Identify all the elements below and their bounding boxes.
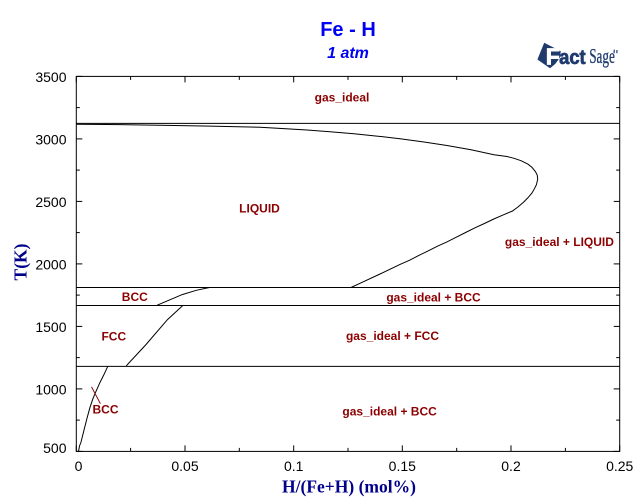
svg-text:0.2: 0.2 [501, 458, 521, 474]
svg-text:gas_ideal + LIQUID: gas_ideal + LIQUID [505, 235, 614, 249]
svg-text:1500: 1500 [35, 319, 66, 335]
svg-text:BCC: BCC [122, 290, 148, 304]
svg-text:F: F [546, 44, 560, 70]
svg-text:0.1: 0.1 [284, 458, 304, 474]
svg-text:gas_ideal: gas_ideal [315, 90, 370, 104]
svg-text:Sage: Sage [589, 44, 615, 68]
svg-text:FCC: FCC [101, 329, 126, 343]
svg-text:0.25: 0.25 [606, 458, 633, 474]
svg-text:3000: 3000 [35, 132, 66, 148]
svg-text:2000: 2000 [35, 257, 66, 273]
svg-text:gas_ideal + BCC: gas_ideal + BCC [386, 291, 481, 305]
svg-text:3500: 3500 [35, 69, 66, 85]
svg-text:act: act [559, 47, 586, 69]
svg-text:LIQUID: LIQUID [239, 201, 280, 215]
svg-text:T(K): T(K) [11, 243, 31, 280]
svg-text:Fe - H: Fe - H [320, 19, 376, 41]
svg-text:BCC: BCC [93, 403, 119, 417]
svg-text:0.15: 0.15 [389, 458, 416, 474]
svg-text:0.05: 0.05 [171, 458, 198, 474]
svg-text:H/(Fe+H) (mol%): H/(Fe+H) (mol%) [282, 477, 416, 497]
svg-text:0: 0 [75, 458, 83, 474]
svg-text:gas_ideal + BCC: gas_ideal + BCC [342, 405, 437, 419]
svg-text:2500: 2500 [35, 194, 66, 210]
svg-text:1000: 1000 [35, 382, 66, 398]
svg-text:500: 500 [43, 440, 67, 456]
svg-text:1 atm: 1 atm [327, 45, 369, 62]
svg-text:gas_ideal + FCC: gas_ideal + FCC [346, 329, 439, 343]
